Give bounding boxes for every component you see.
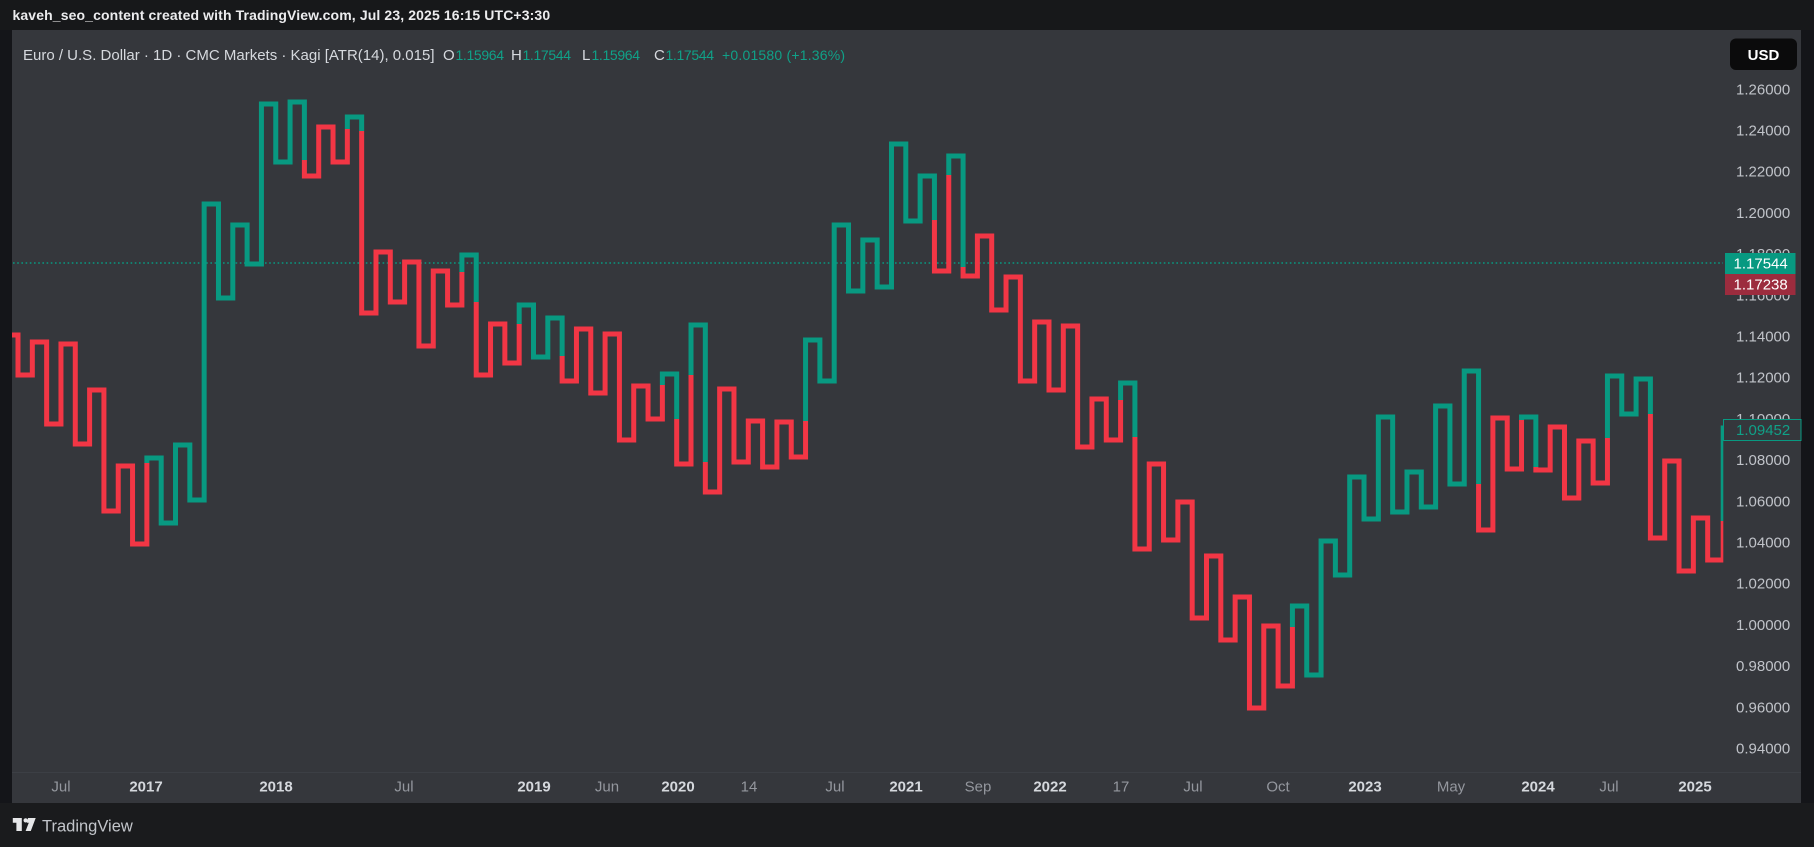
svg-text:1.17544: 1.17544 <box>666 47 715 63</box>
svg-text:Jul: Jul <box>1599 779 1618 796</box>
svg-text:H: H <box>511 47 522 64</box>
svg-text:kaveh_seo_content created with: kaveh_seo_content created with TradingVi… <box>13 7 551 23</box>
svg-text:2021: 2021 <box>889 779 922 796</box>
svg-text:Jul: Jul <box>1183 779 1202 796</box>
svg-text:2024: 2024 <box>1521 779 1555 796</box>
svg-text:1.06000: 1.06000 <box>1736 493 1790 510</box>
svg-text:2022: 2022 <box>1033 779 1066 796</box>
svg-text:0.94000: 0.94000 <box>1736 741 1790 758</box>
svg-text:1.02000: 1.02000 <box>1736 576 1790 593</box>
svg-text:1.17544: 1.17544 <box>1734 256 1788 273</box>
svg-text:Jul: Jul <box>394 779 413 796</box>
svg-text:1.12000: 1.12000 <box>1736 370 1790 387</box>
svg-text:1.20000: 1.20000 <box>1736 205 1790 222</box>
svg-text:2019: 2019 <box>517 779 550 796</box>
svg-text:Oct: Oct <box>1266 779 1290 796</box>
svg-text:1.00000: 1.00000 <box>1736 617 1790 634</box>
svg-text:Jul: Jul <box>51 779 70 796</box>
svg-text:1.15964: 1.15964 <box>592 47 641 63</box>
svg-text:2020: 2020 <box>661 779 694 796</box>
svg-text:Jun: Jun <box>595 779 619 796</box>
svg-text:May: May <box>1437 779 1466 796</box>
svg-text:TradingView: TradingView <box>42 818 133 836</box>
svg-text:1.17238: 1.17238 <box>1734 277 1788 294</box>
svg-text:L: L <box>582 47 590 64</box>
svg-text:1.14000: 1.14000 <box>1736 329 1790 346</box>
svg-text:2023: 2023 <box>1348 779 1381 796</box>
svg-text:Jul: Jul <box>825 779 844 796</box>
svg-text:1.22000: 1.22000 <box>1736 164 1790 181</box>
svg-text:1.04000: 1.04000 <box>1736 535 1790 552</box>
svg-text:Sep: Sep <box>965 779 992 796</box>
svg-text:2018: 2018 <box>259 779 292 796</box>
svg-text:Euro / U.S. Dollar · 1D · CMC: Euro / U.S. Dollar · 1D · CMC Markets · … <box>23 47 435 64</box>
svg-text:17: 17 <box>1113 779 1130 796</box>
svg-text:+0.01580 (+1.36%): +0.01580 (+1.36%) <box>722 47 845 63</box>
svg-text:1.09452: 1.09452 <box>1736 422 1790 439</box>
svg-text:1.08000: 1.08000 <box>1736 452 1790 469</box>
svg-text:0.98000: 0.98000 <box>1736 658 1790 675</box>
svg-text:USD: USD <box>1748 47 1780 64</box>
svg-text:O: O <box>443 47 455 64</box>
svg-text:2025: 2025 <box>1678 779 1711 796</box>
svg-text:C: C <box>654 47 665 64</box>
svg-text:1.24000: 1.24000 <box>1736 123 1790 140</box>
svg-text:0.96000: 0.96000 <box>1736 699 1790 716</box>
svg-text:2017: 2017 <box>129 779 162 796</box>
svg-text:1.17544: 1.17544 <box>523 47 572 63</box>
svg-text:14: 14 <box>741 779 758 796</box>
svg-text:1.15964: 1.15964 <box>456 47 505 63</box>
svg-text:1.26000: 1.26000 <box>1736 81 1790 98</box>
